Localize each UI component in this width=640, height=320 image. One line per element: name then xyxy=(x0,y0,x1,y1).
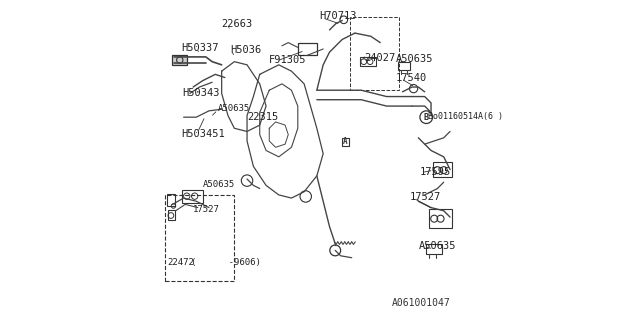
Text: Bo01160514A(6 ): Bo01160514A(6 ) xyxy=(428,112,503,121)
Text: A50635: A50635 xyxy=(419,241,456,251)
Text: A: A xyxy=(343,137,348,147)
Bar xyxy=(426,244,442,253)
Text: 22472: 22472 xyxy=(167,258,194,267)
Text: 22663: 22663 xyxy=(221,19,252,28)
Bar xyxy=(168,210,175,220)
Text: 22315: 22315 xyxy=(248,112,279,122)
Text: A061001047: A061001047 xyxy=(392,298,450,308)
Bar xyxy=(182,189,203,203)
Text: 24027: 24027 xyxy=(364,53,395,63)
Bar xyxy=(360,57,376,67)
Bar xyxy=(350,17,399,90)
Bar xyxy=(164,195,234,281)
Text: H503451: H503451 xyxy=(181,129,225,139)
Bar xyxy=(342,138,349,146)
Bar xyxy=(397,62,410,69)
Text: H50337: H50337 xyxy=(181,43,218,53)
Text: A50635: A50635 xyxy=(218,104,250,113)
Bar xyxy=(298,43,317,55)
Text: F91305: F91305 xyxy=(269,55,306,65)
Bar xyxy=(173,55,187,65)
Text: H5036: H5036 xyxy=(230,44,262,55)
Text: H70713: H70713 xyxy=(319,11,357,21)
Text: A50635: A50635 xyxy=(204,180,236,189)
Text: 17540: 17540 xyxy=(396,73,428,83)
Bar xyxy=(167,194,175,206)
Text: B: B xyxy=(424,113,429,122)
Text: (      -9606): ( -9606) xyxy=(191,258,260,267)
Text: 17527: 17527 xyxy=(410,192,441,203)
Text: A50635: A50635 xyxy=(396,54,434,64)
Text: 17527: 17527 xyxy=(193,205,220,214)
Bar xyxy=(433,162,452,178)
Text: H50343: H50343 xyxy=(182,88,220,98)
Bar xyxy=(429,209,452,228)
Text: 17595: 17595 xyxy=(420,167,451,177)
